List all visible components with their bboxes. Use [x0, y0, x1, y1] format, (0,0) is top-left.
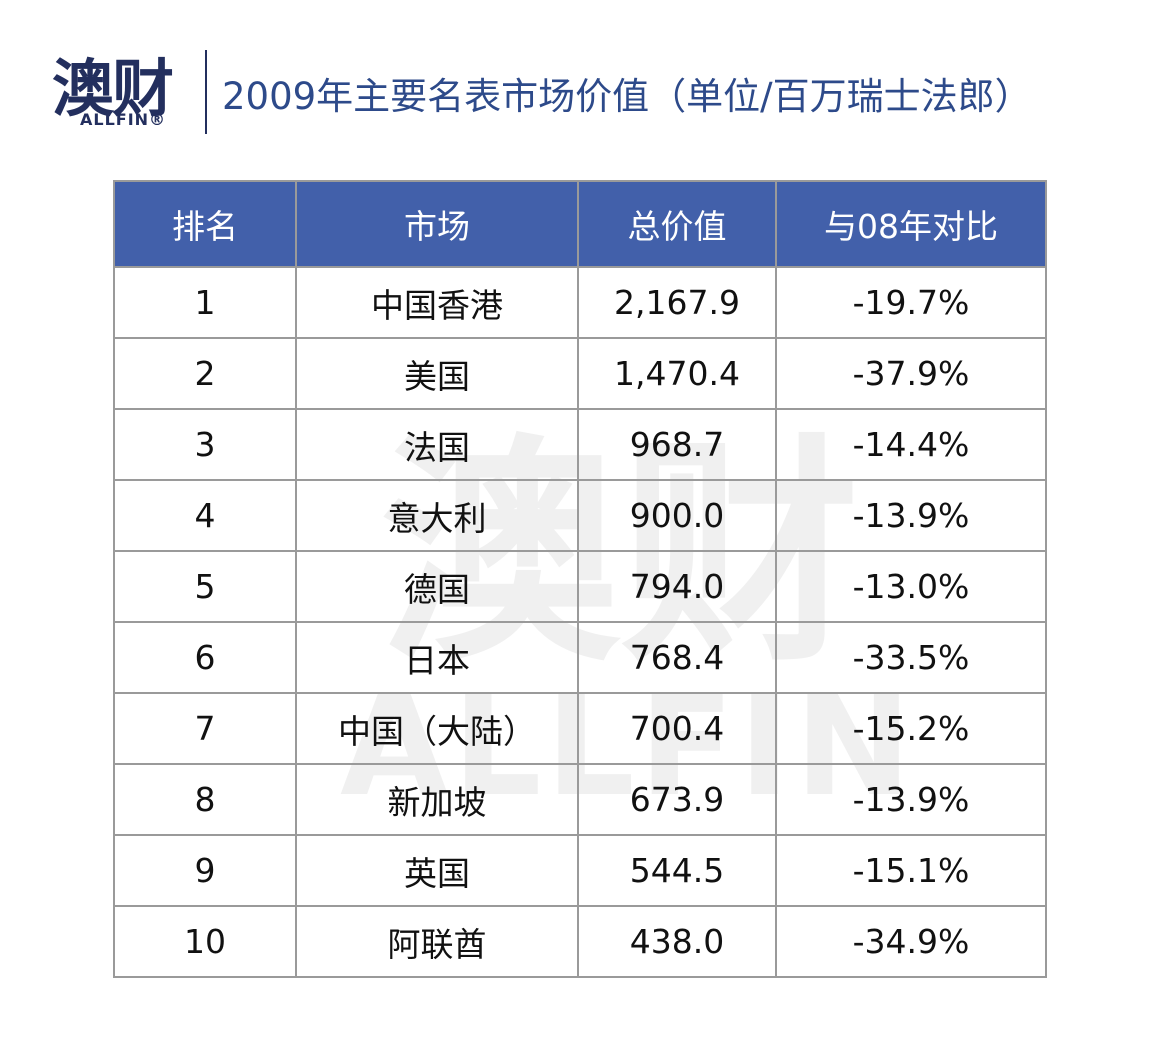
table-cell: 2,167.9: [577, 266, 777, 339]
table-row: 5 德国 794.0 -13.0%: [113, 550, 1047, 623]
title: 2009年主要名表市场价值（单位/百万瑞士法郎）: [222, 75, 1032, 118]
table-cell: 3: [113, 408, 297, 481]
table-row: 6 日本 768.4 -33.5%: [113, 621, 1047, 694]
table-cell: 700.4: [577, 692, 777, 765]
column-header: 总价值: [577, 180, 777, 268]
column-header: 与08年对比: [775, 180, 1047, 268]
table-row: 4 意大利 900.0 -13.9%: [113, 479, 1047, 552]
table-cell: 9: [113, 834, 297, 907]
table-cell: -37.9%: [775, 337, 1047, 410]
table-cell: 英国: [295, 834, 579, 907]
table-cell: 中国香港: [295, 266, 579, 339]
table-cell: 968.7: [577, 408, 777, 481]
table-cell: 5: [113, 550, 297, 623]
table-cell: 阿联酋: [295, 905, 579, 978]
table-cell: 4: [113, 479, 297, 552]
table-cell: -13.9%: [775, 763, 1047, 836]
table-row: 3 法国 968.7 -14.4%: [113, 408, 1047, 481]
table-cell: 日本: [295, 621, 579, 694]
table-row: 10 阿联酋 438.0 -34.9%: [113, 905, 1047, 978]
column-header: 市场: [295, 180, 579, 268]
table-cell: 意大利: [295, 479, 579, 552]
table-cell: -34.9%: [775, 905, 1047, 978]
table-cell: 10: [113, 905, 297, 978]
table-cell: 673.9: [577, 763, 777, 836]
table-cell: 美国: [295, 337, 579, 410]
table-row: 1 中国香港 2,167.9 -19.7%: [113, 266, 1047, 339]
table-row: 8 新加坡 673.9 -13.9%: [113, 763, 1047, 836]
header-row: 排名 市场 总价值 与08年对比: [113, 180, 1047, 268]
table-cell: 德国: [295, 550, 579, 623]
data-table: 排名 市场 总价值 与08年对比 1 中国香港 2,167.9 -19.7% 2 美国 1,470…: [113, 180, 1047, 978]
table-cell: -13.0%: [775, 550, 1047, 623]
column-header: 排名: [113, 180, 297, 268]
table-cell: 中国（大陆）: [295, 692, 579, 765]
table-cell: 544.5: [577, 834, 777, 907]
table-row: 7 中国（大陆） 700.4 -15.2%: [113, 692, 1047, 765]
table-cell: 法国: [295, 408, 579, 481]
table-cell: -19.7%: [775, 266, 1047, 339]
table-cell: -14.4%: [775, 408, 1047, 481]
table-row: 9 英国 544.5 -15.1%: [113, 834, 1047, 907]
table-cell: 新加坡: [295, 763, 579, 836]
table-cell: 6: [113, 621, 297, 694]
logo-en: ALLFIN®: [80, 110, 167, 129]
table-row: 2 美国 1,470.4 -37.9%: [113, 337, 1047, 410]
table-cell: 768.4: [577, 621, 777, 694]
table-cell: 438.0: [577, 905, 777, 978]
table-cell: -13.9%: [775, 479, 1047, 552]
table-cell: 1,470.4: [577, 337, 777, 410]
table-cell: -15.1%: [775, 834, 1047, 907]
table-cell: 900.0: [577, 479, 777, 552]
table-cell: -33.5%: [775, 621, 1047, 694]
table-cell: 8: [113, 763, 297, 836]
table-cell: 794.0: [577, 550, 777, 623]
logo-cn: 澳财: [52, 52, 174, 125]
table-cell: 2: [113, 337, 297, 410]
table-cell: 1: [113, 266, 297, 339]
table-cell: -15.2%: [775, 692, 1047, 765]
divider: [205, 50, 207, 134]
table-cell: 7: [113, 692, 297, 765]
